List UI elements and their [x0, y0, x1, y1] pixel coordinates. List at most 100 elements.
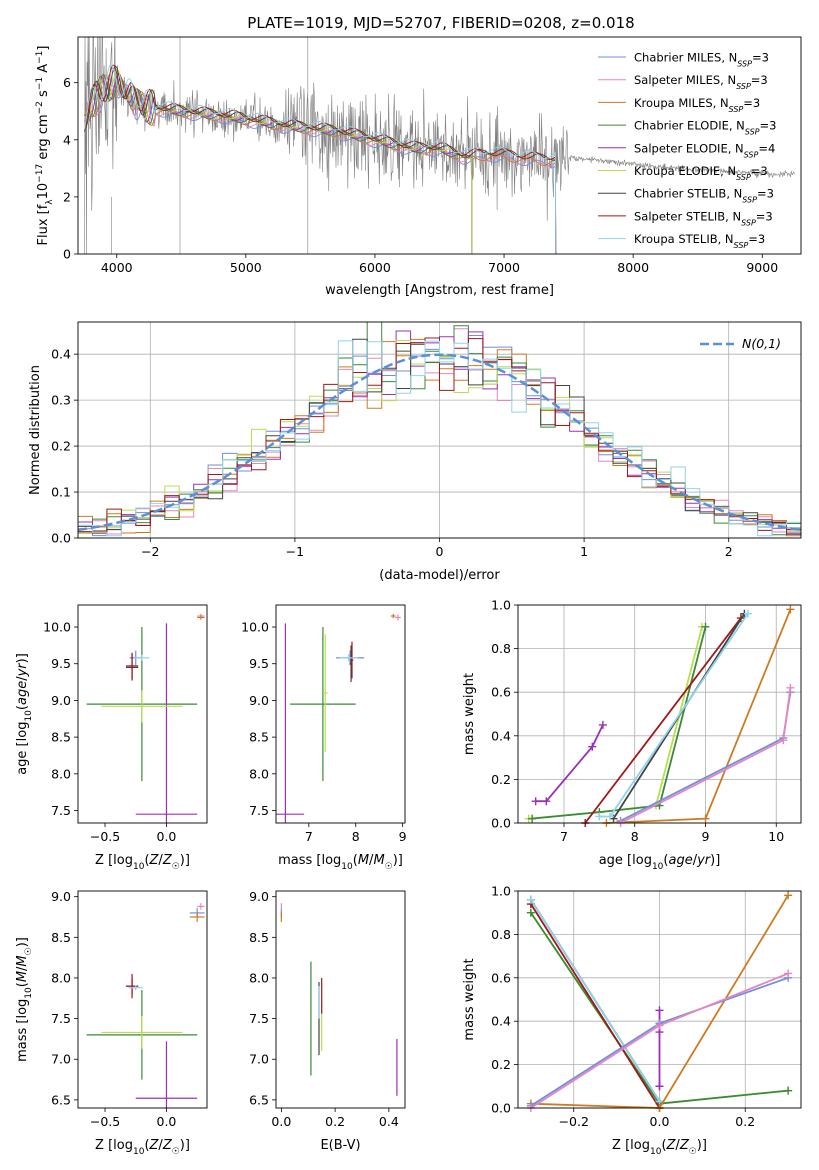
x-tick-label: 5000 [230, 260, 262, 275]
legend-entry: Salpeter STELIB, NSSP=3 [634, 209, 773, 227]
x-axis-label-part: Z [162, 1138, 173, 1153]
legend-entry-part: Kroupa MILES, N [634, 96, 729, 110]
y-axis-label-part: M [15, 955, 30, 966]
series-marker [701, 622, 710, 631]
y-tick-label: 2 [63, 189, 71, 204]
x-axis-label-part: Z [666, 1138, 677, 1153]
legend-entry: Chabrier MILES, NSSP=3 [634, 51, 769, 69]
axes-frame [77, 36, 802, 255]
x-axis-label-part: / [693, 853, 698, 868]
x-axis-label-part: )] [393, 853, 403, 868]
y-tick-label: 8.0 [249, 766, 269, 781]
legend-entry: Chabrier STELIB, NSSP=3 [634, 187, 774, 205]
x-axis-label-part: )] [180, 1138, 190, 1153]
y-axis-label-part: erg cm [36, 114, 51, 163]
series-marker [779, 736, 788, 745]
x-axis-label-part: ☉ [385, 862, 393, 872]
y-tick-label: 6.5 [249, 1092, 269, 1107]
x-axis-label-part: age [log [599, 853, 652, 868]
y-axis-label-part: age [15, 681, 30, 705]
series-marker [743, 609, 752, 618]
legend-entry-part: =3 [757, 187, 774, 201]
x-axis-label: mass [log10(M/M☉)] [278, 853, 403, 872]
y-axis-label-part: / [15, 676, 30, 681]
y-tick-label: 8.0 [51, 970, 71, 985]
series-marker [786, 605, 795, 614]
x-axis-label-part: Z [679, 1138, 690, 1153]
x-tick-label: 0.0 [157, 1114, 177, 1129]
x-tick-label: 6000 [359, 260, 391, 275]
series-marker [595, 812, 604, 821]
y-tick-label: 0.3 [51, 393, 71, 408]
y-tick-label: 9.5 [249, 656, 269, 671]
x-tick-label: 0.2 [325, 1114, 345, 1129]
y-axis-label: mass weight [462, 958, 477, 1040]
y-axis-label-part: mass [log [15, 999, 30, 1062]
x-tick-label: 8 [631, 829, 639, 844]
x-axis-label-part: ☉ [172, 1147, 180, 1157]
spectrum-data-line [84, 37, 795, 254]
y-tick-label: 6.5 [51, 1092, 71, 1107]
legend-entry-part: =3 [756, 209, 773, 223]
x-axis-label-part: Z [log [612, 1138, 650, 1153]
y-axis-label-part: −2 [35, 101, 45, 114]
x-tick-label: 7 [305, 829, 313, 844]
y-tick-label: 8.0 [249, 970, 269, 985]
legend-entry-part: SSP [734, 241, 749, 250]
x-tick-label: −1 [286, 544, 304, 559]
panel-mass_vs_Z: −0.5 0.06.57.07.58.08.59.0Z [log10(Z/Z☉)]… [15, 889, 208, 1157]
legend-entry: Salpeter MILES, NSSP=3 [634, 73, 768, 91]
y-axis-label-part: ] [36, 46, 51, 51]
series-marker [784, 1086, 793, 1095]
panel-mass_vs_ebv: 0.0 0.2 0.4 6.5 7.0 7.5 8.0 8.5 9.0 E(B-V) [249, 889, 406, 1153]
legend-entry-part: SSP [745, 127, 760, 136]
x-axis-label-part: Z [log [95, 1138, 133, 1153]
y-tick-label: 9.5 [51, 656, 71, 671]
y-axis-label-part: A [36, 64, 51, 77]
x-tick-label: 8000 [617, 260, 649, 275]
legend-entry: Salpeter ELODIE, NSSP=4 [634, 141, 775, 159]
legend-entry-part: SSP [736, 82, 751, 91]
y-tick-label: 4 [63, 132, 71, 147]
series-marker [598, 720, 607, 729]
x-axis-label-part: Z [149, 853, 160, 868]
legend-entry: N(0,1) [742, 336, 781, 351]
x-axis-label: Z [log10(Z/Z☉)] [612, 1138, 707, 1157]
series-line [528, 626, 703, 820]
model-line-kroupa-elodie [84, 67, 473, 254]
x-tick-label: 9 [702, 829, 710, 844]
histogram-salpeter-stelib [78, 337, 801, 534]
legend-entry-part: =3 [760, 119, 777, 133]
legend-entry: Kroupa ELODIE, NSSP=3 [634, 164, 768, 182]
y-axis-label-part: Flux [f [36, 204, 51, 245]
x-tick-label: 9 [399, 829, 407, 844]
legend-entry-part: Salpeter STELIB, N [634, 209, 741, 223]
series-marker [784, 891, 793, 900]
y-tick-label: 0.0 [491, 1101, 511, 1116]
axes-frame [77, 890, 208, 1109]
legend-entry-part: Salpeter MILES, N [634, 73, 736, 87]
x-axis-label-part: age [668, 853, 692, 868]
y-axis-label: mass weight [462, 673, 477, 755]
x-axis-label-part: 10 [133, 862, 145, 872]
series-marker [786, 683, 795, 692]
series-line [584, 617, 742, 824]
y-axis-label-part: s [36, 90, 51, 101]
y-axis-label-part: ☉ [24, 947, 34, 955]
y-tick-label: 0.4 [491, 728, 511, 743]
x-axis-label-part: mass [log [278, 853, 341, 868]
series-marker [655, 1082, 664, 1091]
series-marker [655, 1021, 664, 1030]
x-axis-label-part: )] [697, 1138, 707, 1153]
normal-curve [77, 353, 802, 532]
legend-entry-part: SSP [737, 59, 752, 68]
x-axis-label-part: yr [696, 853, 712, 868]
x-axis-label: Z [log10(Z/Z☉)] [95, 1138, 190, 1157]
x-axis-label-part: Z [log [95, 853, 133, 868]
x-axis-label-part: )] [180, 853, 190, 868]
x-axis-label-part: 10 [133, 1147, 145, 1157]
x-axis-label-part: ( [144, 1138, 149, 1153]
y-axis-label-part: −1 [35, 77, 45, 90]
y-tick-label: 0.2 [51, 439, 71, 454]
series-marker [528, 814, 537, 823]
